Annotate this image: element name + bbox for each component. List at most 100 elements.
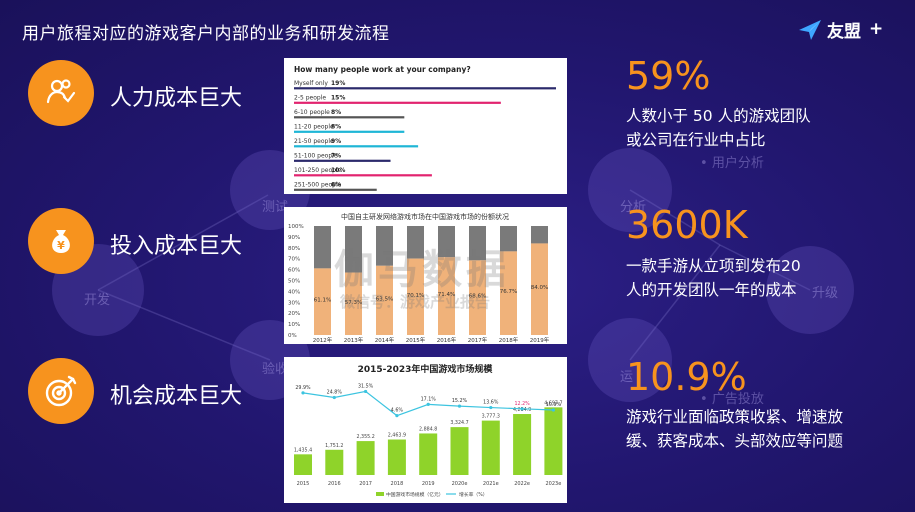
chart2-bar-domestic bbox=[345, 272, 362, 335]
chart3-x-tick-label: 2017 bbox=[359, 481, 372, 487]
market-size-chart-panel: 2015-2023年中国游戏市场规模 1,435.4 2015 1,751.2 2016… bbox=[284, 357, 567, 503]
chart2-x-tick-label: 2012年 bbox=[313, 336, 333, 344]
chart2-bar-other bbox=[469, 226, 486, 261]
chart3-bar bbox=[450, 427, 469, 475]
chart3-bar bbox=[356, 441, 375, 475]
chart3-x-tick-label: 2019 bbox=[422, 481, 435, 487]
chart1-bar bbox=[294, 130, 405, 133]
market-size-chart: 2015-2023年中国游戏市场规模 1,435.4 2015 1,751.2 2016… bbox=[294, 363, 563, 498]
chart2-y-tick-label: 70% bbox=[288, 257, 300, 263]
chart1-bar bbox=[294, 188, 377, 191]
chart1-bar bbox=[294, 174, 432, 177]
chart3-growth-point bbox=[489, 405, 493, 410]
chart2-x-tick-label: 2013年 bbox=[344, 336, 364, 344]
chart1-category-label: 11-20 people bbox=[294, 124, 334, 131]
chart1-value-label: 8% bbox=[331, 124, 341, 131]
chart3-x-tick-label: 2021e bbox=[483, 481, 499, 487]
chart1-value-label: 8% bbox=[331, 109, 341, 116]
chart1-value-label: 6% bbox=[331, 182, 341, 189]
chart3-bar-value-label: 3,324.7 bbox=[450, 420, 468, 426]
chart3-growth-label: 31.5% bbox=[358, 383, 374, 389]
chart3-bar bbox=[544, 407, 563, 475]
chart3-bar bbox=[419, 433, 438, 475]
chart2-x-tick-label: 2017年 bbox=[468, 336, 488, 344]
chart1-bar bbox=[294, 159, 391, 162]
chart3-bar-value-label: 1,751.2 bbox=[325, 443, 343, 449]
chart1-category-label: 101-250 people bbox=[294, 167, 342, 174]
chart3-bar-value-label: 2,355.2 bbox=[356, 434, 374, 440]
chart2-y-tick-label: 30% bbox=[288, 300, 300, 306]
chart2-x-tick-label: 2015年 bbox=[406, 336, 426, 344]
svg-text:¥: ¥ bbox=[57, 239, 65, 252]
bg-node-ad: • 广告投放 bbox=[700, 392, 764, 407]
target-icon bbox=[45, 375, 77, 407]
chart2-y-tick-label: 100% bbox=[288, 224, 304, 230]
chart3-x-tick-label: 2016 bbox=[328, 481, 341, 487]
chart3-growth-point bbox=[520, 407, 524, 411]
chart3-growth-point bbox=[364, 389, 368, 394]
chart2-y-tick-label: 40% bbox=[288, 289, 300, 295]
money-bag-icon: ¥ bbox=[52, 230, 70, 253]
chart1-category-label: 51-100 people bbox=[294, 153, 338, 160]
bg-node-verify: 验收 bbox=[262, 362, 289, 377]
chart3-bar bbox=[481, 420, 500, 475]
chart3-bar bbox=[325, 449, 344, 475]
chart2-y-tick-label: 10% bbox=[288, 322, 300, 328]
chart3-growth-label: 24.8% bbox=[327, 389, 343, 395]
chart2-bar-other bbox=[438, 226, 455, 258]
umeng-logo: 友盟 + bbox=[797, 16, 883, 42]
chart2-bar-other bbox=[314, 226, 331, 269]
chart3-growth-label: 15.2% bbox=[452, 398, 468, 404]
chart3-x-tick-label: 2015 bbox=[297, 481, 310, 487]
chart2-data-label: 61.1% bbox=[314, 298, 331, 304]
people-icon-circle bbox=[28, 60, 94, 126]
logo-plus: + bbox=[869, 19, 884, 39]
chart3-legend-size: 中国游戏市场规模（亿元） bbox=[386, 491, 444, 498]
stat-value-dev-cost: 3600K bbox=[626, 203, 748, 247]
chart2-bar-domestic bbox=[531, 243, 548, 335]
domestic-share-chart: 中国自主研发网络游戏市场在中国游戏市场的份额状况 100% 90% 80% 70% 60%… bbox=[288, 212, 550, 344]
chart2-y-tick-label: 60% bbox=[288, 268, 300, 274]
chart2-bar-other bbox=[407, 226, 424, 259]
chart2-bar-domestic bbox=[314, 268, 331, 335]
stat-value-small-teams: 59% bbox=[626, 54, 711, 98]
company-size-chart-panel: How many people work at your company? Mys… bbox=[284, 58, 567, 194]
bg-node-ops: 运 bbox=[620, 370, 634, 385]
chart1-bar bbox=[294, 116, 405, 119]
chart1-category-label: 21-50 people bbox=[294, 138, 334, 145]
stat-desc-dev-cost: 一款手游从立项到发布20人的开发团队一年的成本 bbox=[626, 257, 801, 299]
chart3-growth-label: 4.6% bbox=[391, 408, 404, 414]
umeng-logo-icon bbox=[799, 20, 821, 40]
chart3-growth-label: 13.6% bbox=[483, 400, 499, 406]
page-title: 用户旅程对应的游戏客户内部的业务和研发流程 bbox=[22, 24, 390, 44]
chart2-data-label: 57.3% bbox=[345, 300, 362, 306]
chart3-bar bbox=[294, 454, 312, 475]
chart2-data-label: 70.1% bbox=[407, 293, 424, 299]
stat-desc-small-teams: 人数小于 50 人的游戏团队或公司在行业中占比 bbox=[626, 107, 811, 149]
bg-node-analysis: 分析 bbox=[620, 200, 647, 215]
chart1-value-label: 10% bbox=[331, 167, 345, 174]
stat-desc-growth: 游戏行业面临政策收紧、增速放缓、获客成本、头部效应等问题 bbox=[626, 408, 844, 450]
chart1-value-label: 19% bbox=[331, 80, 345, 87]
chart2-y-tick-label: 90% bbox=[288, 235, 300, 241]
chart2-bar-other bbox=[531, 226, 548, 244]
chart3-growth-label: 17.1% bbox=[421, 396, 437, 402]
chart1-category-label: Myself only bbox=[294, 80, 328, 87]
chart2-y-tick-label: 20% bbox=[288, 311, 300, 317]
chart1-bar bbox=[294, 101, 501, 104]
chart3-bar-value-label: 4,697.7 bbox=[544, 400, 562, 406]
logo-text: 友盟 bbox=[827, 21, 861, 42]
chart3-growth-label: 10.9% bbox=[546, 402, 562, 408]
chart2-y-tick-label: 80% bbox=[288, 246, 300, 252]
row-label-investment: 投入成本巨大 bbox=[110, 234, 243, 259]
people-icon bbox=[46, 79, 76, 104]
chart2-data-label: 71.4% bbox=[438, 292, 455, 298]
chart3-legend-swatch-size bbox=[376, 492, 384, 496]
chart1-value-label: 7% bbox=[331, 153, 341, 160]
chart3-bar-value-label: 2,884.8 bbox=[419, 426, 437, 432]
target-icon-circle bbox=[28, 358, 94, 424]
chart2-data-label: 76.7% bbox=[500, 289, 517, 295]
money-bag-icon-circle: ¥ bbox=[28, 208, 94, 274]
chart3-growth-label: 29.9% bbox=[295, 385, 311, 391]
